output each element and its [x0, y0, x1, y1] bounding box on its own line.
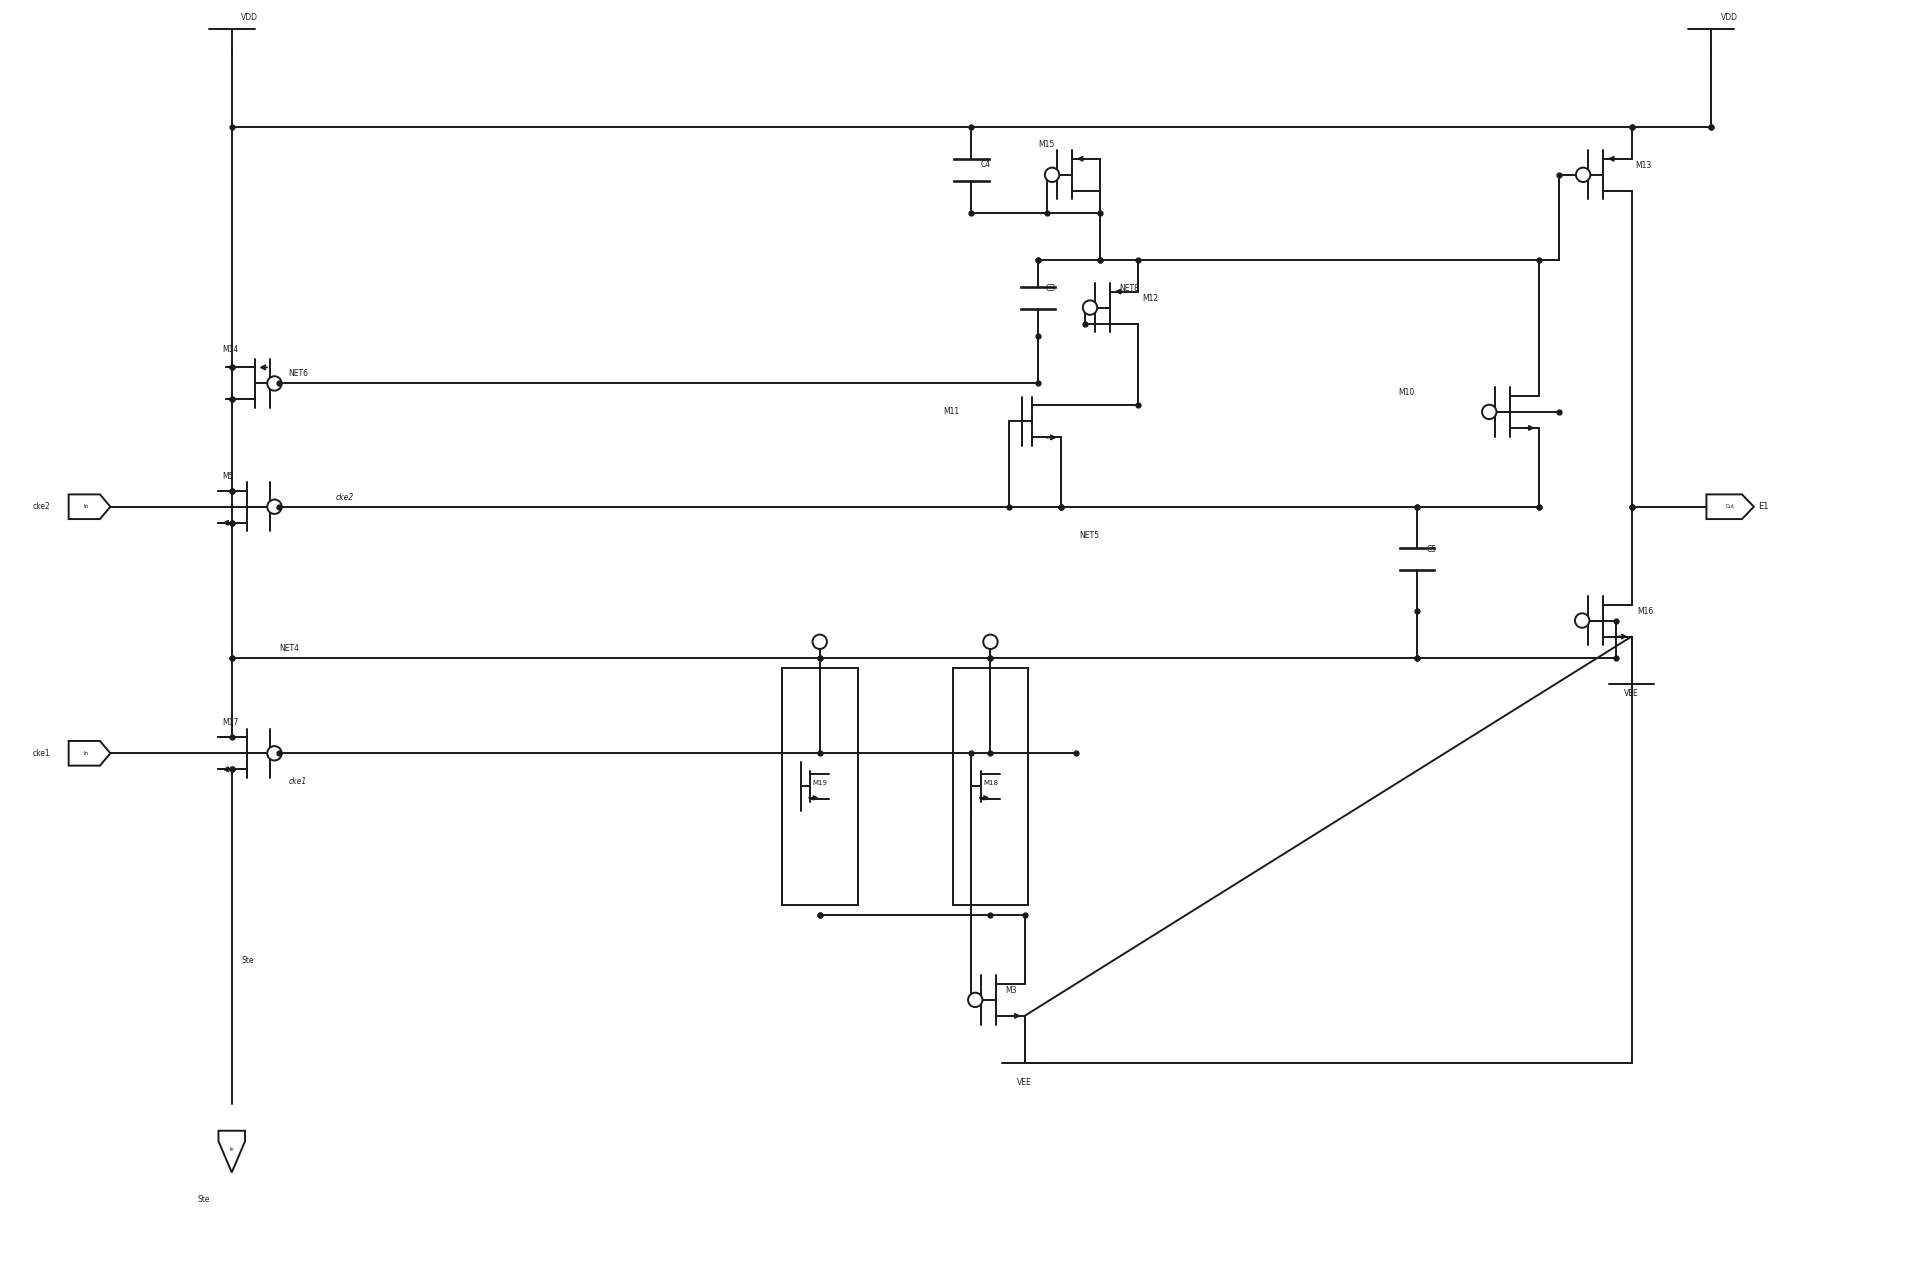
- Circle shape: [1044, 168, 1059, 182]
- Text: M18: M18: [983, 780, 998, 785]
- Circle shape: [267, 376, 282, 390]
- Bar: [781, 668, 857, 906]
- Text: In: In: [84, 504, 88, 509]
- Circle shape: [1482, 404, 1497, 420]
- Text: NET5: NET5: [1080, 531, 1099, 540]
- Bar: [952, 668, 1029, 906]
- Text: NET4: NET4: [280, 645, 299, 654]
- Text: M17: M17: [223, 719, 238, 728]
- Text: M14: M14: [223, 345, 238, 354]
- Text: cke1: cke1: [290, 778, 307, 787]
- Text: In: In: [229, 1147, 234, 1152]
- Circle shape: [968, 993, 983, 1007]
- Text: M5: M5: [223, 472, 234, 481]
- Text: NET6: NET6: [290, 370, 309, 379]
- Circle shape: [1575, 168, 1591, 182]
- Circle shape: [267, 500, 282, 514]
- Text: VEE: VEE: [1017, 1078, 1033, 1087]
- Text: cke2: cke2: [335, 492, 354, 501]
- Text: NET8: NET8: [1120, 284, 1139, 293]
- Text: VDD: VDD: [1720, 13, 1737, 22]
- Circle shape: [1575, 614, 1589, 628]
- Circle shape: [267, 746, 282, 761]
- Text: C3: C3: [1046, 284, 1055, 293]
- Text: In: In: [84, 751, 88, 756]
- Text: M12: M12: [1143, 294, 1158, 303]
- Text: E1: E1: [1758, 503, 1770, 512]
- Text: VDD: VDD: [242, 13, 259, 22]
- Text: M16: M16: [1636, 606, 1654, 615]
- Text: M19: M19: [812, 780, 827, 785]
- Text: M13: M13: [1634, 161, 1652, 170]
- Circle shape: [983, 634, 998, 648]
- Text: cke1: cke1: [32, 748, 50, 757]
- Text: cke2: cke2: [32, 503, 50, 512]
- Text: M15: M15: [1038, 139, 1053, 148]
- Text: C5: C5: [1427, 545, 1436, 554]
- Text: Ste: Ste: [242, 955, 253, 964]
- Text: M11: M11: [943, 408, 958, 417]
- Text: M3: M3: [1006, 986, 1017, 995]
- Text: VEE: VEE: [1625, 689, 1638, 698]
- Text: Ste: Ste: [196, 1195, 210, 1204]
- Circle shape: [813, 634, 827, 648]
- Text: Out: Out: [1726, 504, 1735, 509]
- Circle shape: [1082, 301, 1097, 315]
- Text: C4: C4: [981, 160, 991, 169]
- Text: M10: M10: [1398, 389, 1415, 398]
